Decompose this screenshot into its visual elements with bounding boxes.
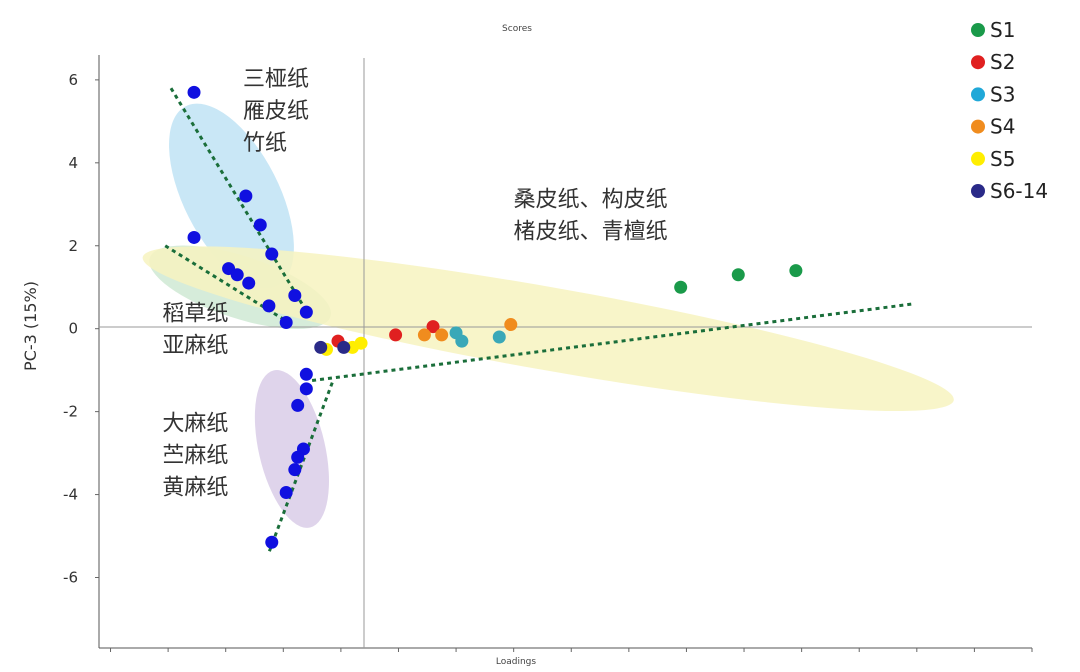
y-tick-label: -2 <box>63 403 78 421</box>
legend-marker <box>971 87 985 102</box>
legend-label: S4 <box>990 115 1015 139</box>
data-point <box>253 218 267 232</box>
data-point <box>299 382 313 396</box>
cluster-ellipse <box>169 103 294 289</box>
legend-label: S5 <box>990 147 1015 171</box>
y-ticks: 6 4 2 0 -2 -4 -6 <box>63 71 99 587</box>
legend-marker <box>971 55 985 70</box>
data-point <box>262 299 276 313</box>
legend-label: S1 <box>990 18 1015 42</box>
legend-marker <box>971 184 985 198</box>
data-point <box>314 340 328 354</box>
data-point <box>492 330 506 344</box>
data-point <box>504 318 518 332</box>
data-point <box>299 367 313 381</box>
legend-label: S6-14 <box>990 179 1048 203</box>
y-axis-label: PC-3 (15%) <box>21 281 40 371</box>
annotation-label: 雁皮纸 <box>243 99 309 124</box>
data-point <box>426 320 440 334</box>
legend: S1 S2 S3 S4 S5 S6-14 <box>971 18 1048 203</box>
data-point <box>279 485 293 499</box>
trend-line <box>311 302 915 383</box>
x-ticks <box>110 648 1033 652</box>
data-point <box>230 268 244 282</box>
data-point <box>389 328 403 342</box>
legend-marker <box>971 23 985 37</box>
legend-label: S2 <box>990 50 1015 74</box>
data-point <box>242 276 256 290</box>
annotation-label: 苎麻纸 <box>162 443 228 468</box>
data-point <box>187 230 201 244</box>
cluster-ellipses <box>142 103 954 528</box>
cluster-ellipse <box>254 370 330 528</box>
y-tick-label: 2 <box>68 237 78 255</box>
annotation-label: 竹纸 <box>243 131 287 156</box>
annotation-label: 大麻纸 <box>162 411 228 436</box>
data-point <box>279 315 293 329</box>
data-point <box>288 463 302 477</box>
data-point <box>354 336 368 350</box>
y-tick-label: 6 <box>68 71 78 89</box>
data-point <box>455 334 469 348</box>
data-point <box>435 328 449 342</box>
annotation-label: 楮皮纸、青檀纸 <box>514 219 668 244</box>
data-point <box>731 268 745 282</box>
legend-label: S3 <box>990 82 1015 106</box>
data-point <box>265 535 279 549</box>
data-point <box>337 340 351 354</box>
data-point <box>674 280 688 294</box>
data-point <box>299 305 313 319</box>
legend-marker <box>971 119 985 134</box>
annotation-label: 三桠纸 <box>243 67 309 92</box>
legend-marker <box>971 151 985 166</box>
y-tick-label: 0 <box>68 320 78 338</box>
data-point <box>291 398 305 412</box>
trend-line <box>164 244 293 326</box>
data-point <box>291 450 305 464</box>
trend-line <box>169 87 314 322</box>
x-axis-label: Loadings <box>496 657 537 667</box>
data-point <box>187 85 201 99</box>
data-point <box>239 189 253 203</box>
y-tick-label: 4 <box>68 154 78 172</box>
chart-title: Scores <box>502 24 532 34</box>
y-tick-label: -6 <box>63 569 78 587</box>
y-tick-label: -4 <box>63 486 78 504</box>
annotation-label: 黄麻纸 <box>162 475 228 500</box>
data-point <box>789 264 803 278</box>
annotation-label: 桑皮纸、构皮纸 <box>514 187 668 212</box>
axes <box>98 55 1032 649</box>
annotation-label: 亚麻纸 <box>162 333 228 358</box>
data-points <box>187 85 803 549</box>
data-point <box>417 328 431 342</box>
annotation-label: 稻草纸 <box>162 301 228 326</box>
data-point <box>265 247 279 261</box>
cluster-ellipse <box>142 246 954 412</box>
data-point <box>288 289 302 303</box>
